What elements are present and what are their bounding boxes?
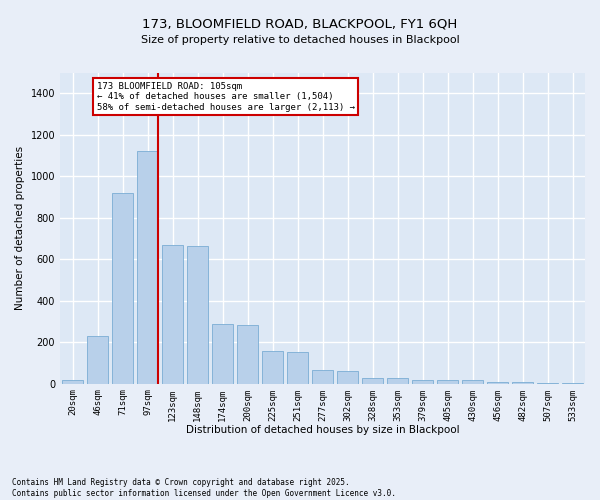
Bar [487, 382, 508, 384]
Bar [462, 380, 483, 384]
Bar [437, 380, 458, 384]
Bar [337, 371, 358, 384]
Bar [387, 378, 408, 384]
X-axis label: Distribution of detached houses by size in Blackpool: Distribution of detached houses by size … [186, 425, 460, 435]
Bar [212, 324, 233, 384]
Bar [162, 244, 183, 384]
Bar [62, 380, 83, 384]
Bar [362, 378, 383, 384]
Bar [312, 370, 333, 384]
Bar [287, 352, 308, 384]
Bar [537, 383, 558, 384]
Bar [87, 336, 108, 384]
Bar [187, 246, 208, 384]
Bar [562, 383, 583, 384]
Bar [512, 382, 533, 384]
Y-axis label: Number of detached properties: Number of detached properties [15, 146, 25, 310]
Text: Contains HM Land Registry data © Crown copyright and database right 2025.
Contai: Contains HM Land Registry data © Crown c… [12, 478, 396, 498]
Text: Size of property relative to detached houses in Blackpool: Size of property relative to detached ho… [140, 35, 460, 45]
Bar [237, 324, 258, 384]
Bar [137, 152, 158, 384]
Bar [262, 350, 283, 384]
Text: 173 BLOOMFIELD ROAD: 105sqm
← 41% of detached houses are smaller (1,504)
58% of : 173 BLOOMFIELD ROAD: 105sqm ← 41% of det… [97, 82, 355, 112]
Bar [412, 380, 433, 384]
Text: 173, BLOOMFIELD ROAD, BLACKPOOL, FY1 6QH: 173, BLOOMFIELD ROAD, BLACKPOOL, FY1 6QH [142, 18, 458, 30]
Bar [112, 193, 133, 384]
